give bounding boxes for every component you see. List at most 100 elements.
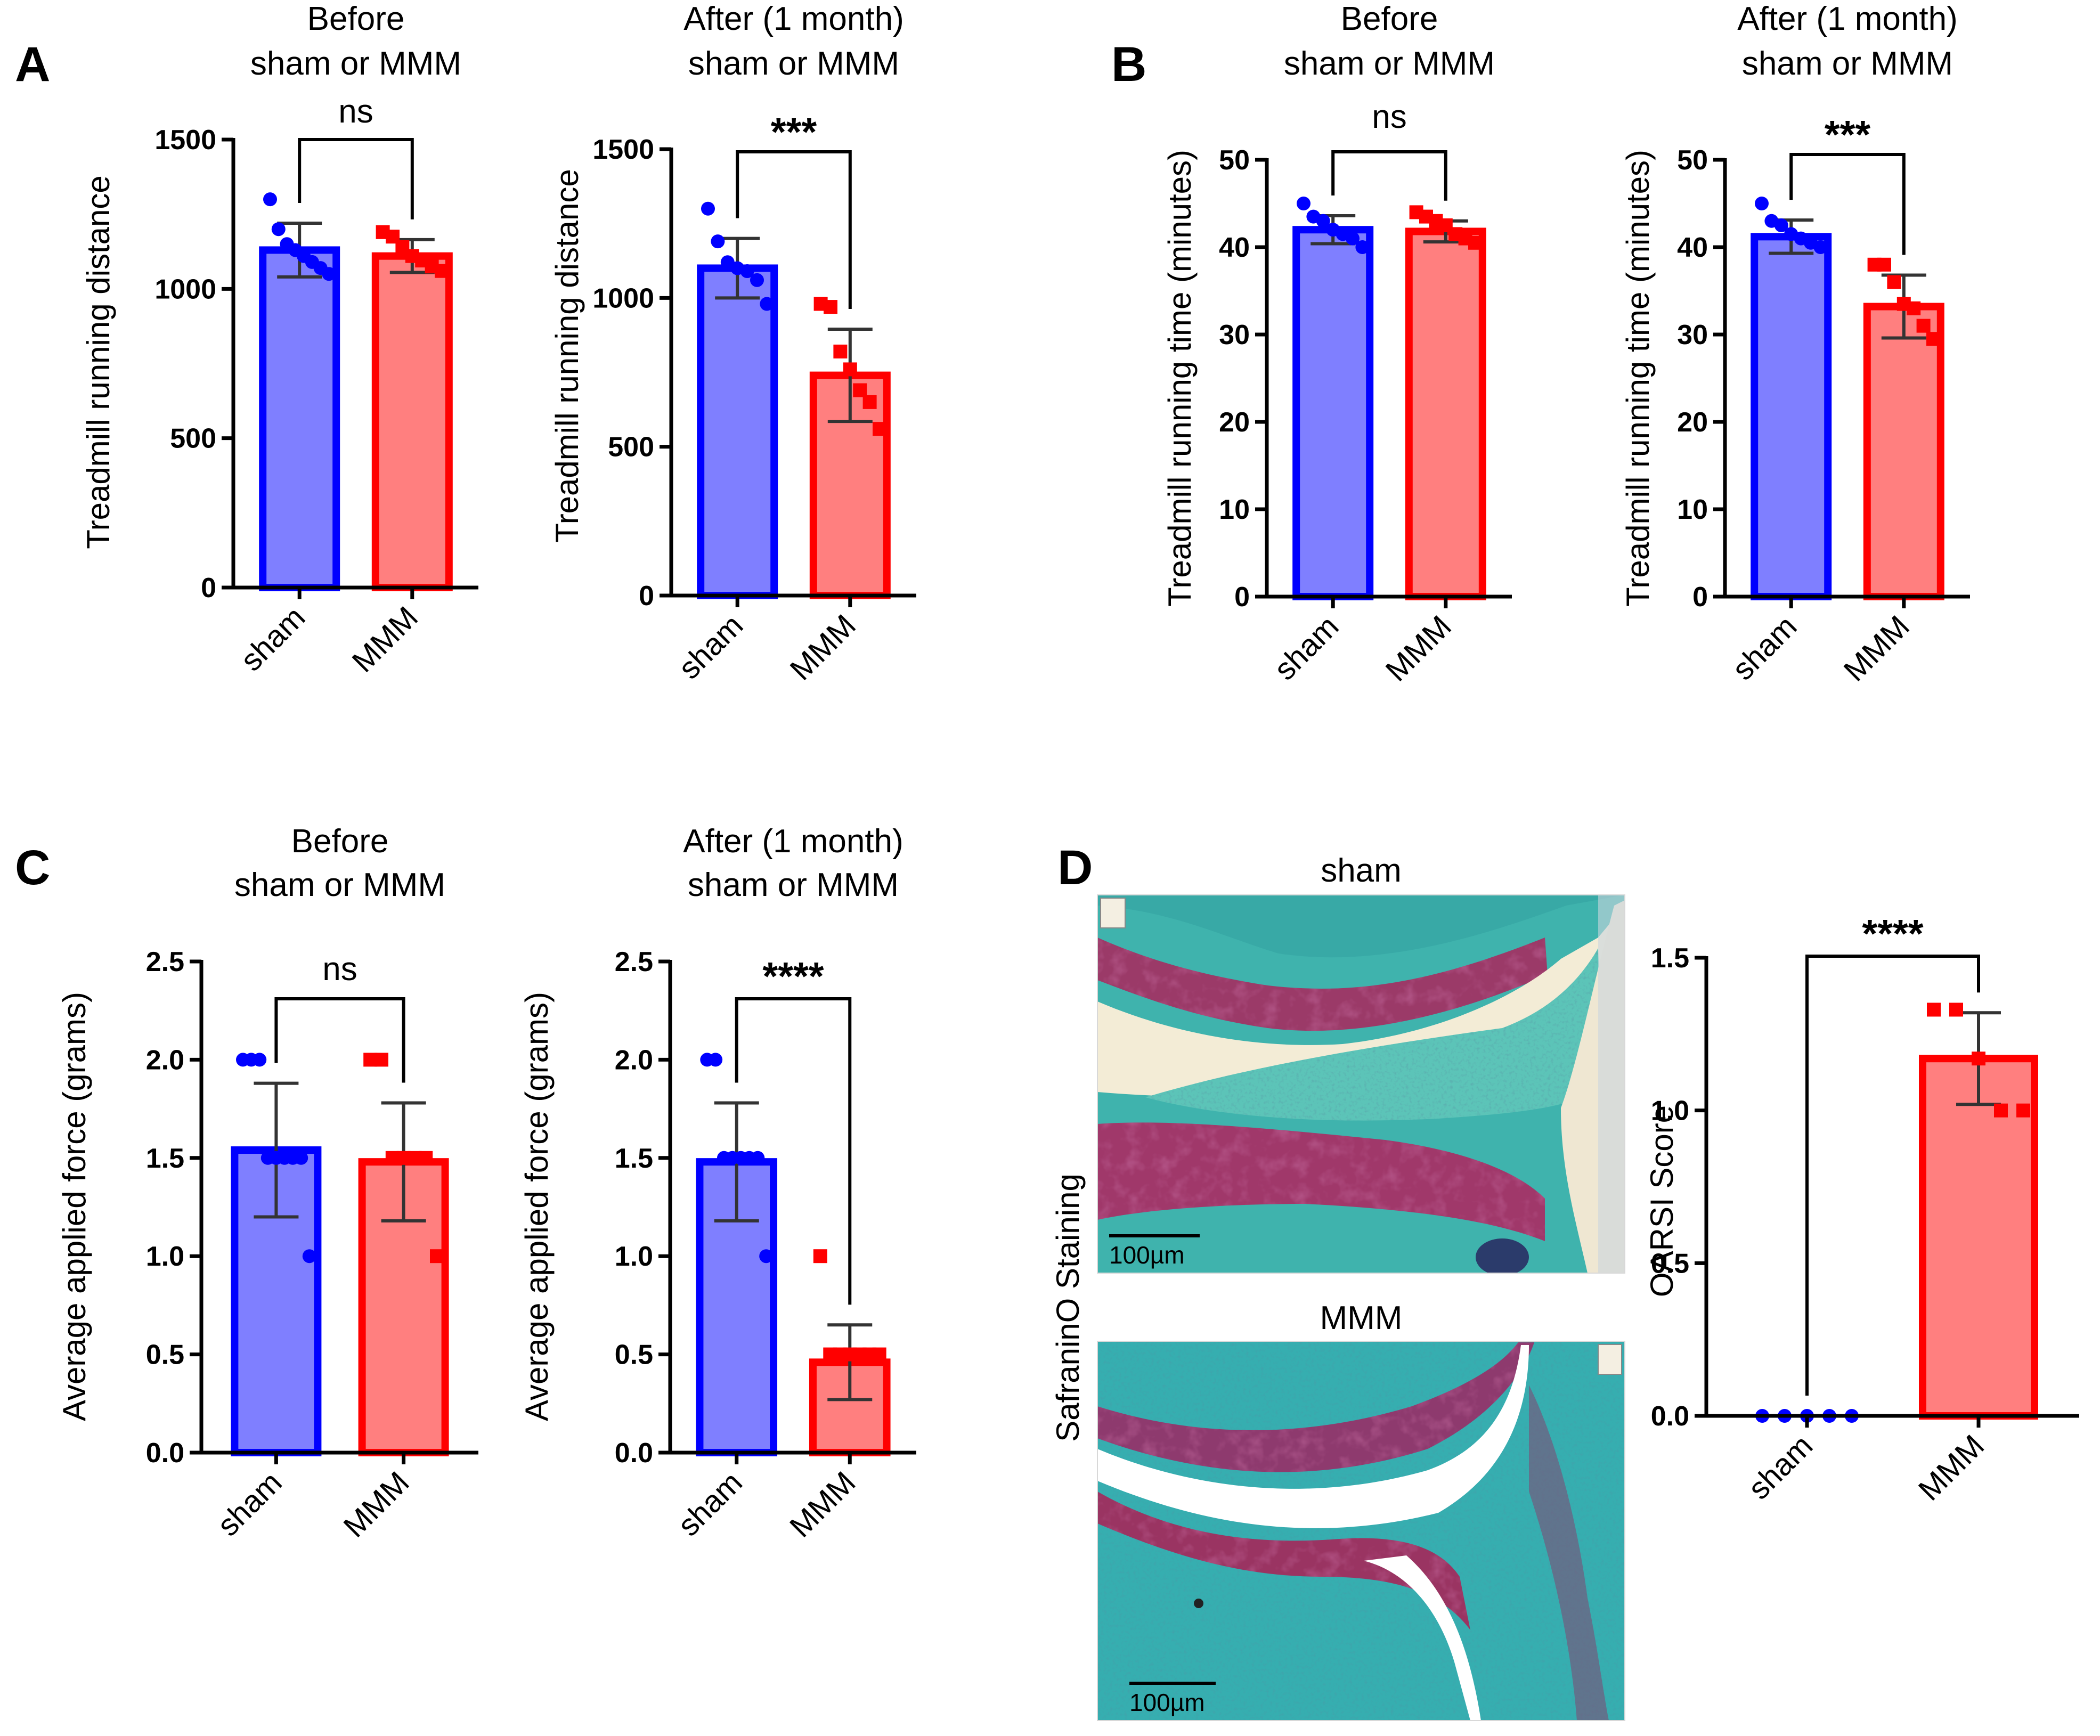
data-point-sham bbox=[1355, 240, 1370, 254]
data-point-sham bbox=[1774, 218, 1788, 232]
y-tick-label: 20 bbox=[1677, 407, 1708, 438]
data-point-sham bbox=[1346, 231, 1360, 246]
significance-bracket bbox=[1331, 150, 1447, 201]
x-category-label: sham bbox=[672, 608, 750, 686]
data-point-sham bbox=[750, 273, 764, 287]
panel-letter-a: A bbox=[15, 37, 50, 92]
bar-sham bbox=[259, 246, 340, 591]
y-axis-label: Average applied force (grams) bbox=[56, 992, 92, 1421]
x-category-label: sham bbox=[1267, 609, 1345, 687]
panel-letter-d: D bbox=[1057, 841, 1093, 895]
x-category-label: sham bbox=[234, 600, 312, 678]
y-tick-label: 30 bbox=[1677, 320, 1708, 351]
significance-label: ns bbox=[1372, 99, 1406, 135]
data-point-mmm bbox=[1916, 319, 1931, 333]
data-point-sham bbox=[1316, 214, 1330, 228]
data-point-sham bbox=[751, 1151, 765, 1165]
y-tick-label: 1.5 bbox=[146, 1143, 184, 1174]
y-tick-label: 0 bbox=[201, 573, 216, 604]
data-point-mmm bbox=[872, 1347, 886, 1362]
chart-title-line-1: After (1 month) bbox=[1737, 1, 1957, 37]
data-point-mmm bbox=[1926, 332, 1940, 346]
x-category-label: sham bbox=[1741, 1428, 1819, 1506]
chart-title-line-2: sham or MMM bbox=[688, 45, 899, 82]
chart-C2: After (1 month) sham or MMM Average applie… bbox=[519, 823, 916, 1544]
y-tick-label: 500 bbox=[608, 432, 654, 463]
data-point-mmm bbox=[435, 264, 449, 278]
panel-letter-b: B bbox=[1111, 37, 1146, 92]
data-point-mmm bbox=[430, 1249, 444, 1264]
data-point-sham bbox=[294, 1151, 308, 1165]
data-point-mmm bbox=[1972, 1052, 1985, 1066]
bar-mmm bbox=[1863, 303, 1944, 600]
chart-A2: After (1 month) sham or MMM Treadmill runn… bbox=[549, 1, 916, 687]
scale-label-sham: 100µm bbox=[1109, 1241, 1185, 1269]
chart-A1: Before sham or MMM Treadmill running dista… bbox=[80, 1, 478, 679]
chart-title-line-1: After (1 month) bbox=[683, 1, 904, 37]
data-point-mmm bbox=[1949, 1003, 1963, 1017]
data-point-sham bbox=[701, 201, 715, 216]
data-point-mmm bbox=[1887, 275, 1901, 289]
significance-bracket bbox=[1789, 153, 1906, 255]
y-axis-label: OARSI Score bbox=[1644, 1105, 1680, 1297]
x-category-label: MMM bbox=[1912, 1428, 1991, 1507]
y-tick-label: 0.0 bbox=[1651, 1401, 1689, 1432]
data-point-mmm bbox=[419, 1151, 433, 1165]
y-axis-label: Average applied force (grams) bbox=[519, 992, 555, 1421]
bar-sham bbox=[1751, 233, 1832, 600]
data-point-mmm bbox=[375, 1053, 388, 1067]
significance-bracket bbox=[274, 997, 405, 1083]
safranin-o-label: SafraninO Staining bbox=[1050, 1173, 1086, 1442]
y-tick-label: 0 bbox=[1692, 582, 1708, 613]
y-tick-label: 0.5 bbox=[615, 1340, 653, 1371]
data-point-sham bbox=[759, 1249, 774, 1264]
chart-title-line-2: sham or MMM bbox=[1284, 45, 1495, 82]
data-point-sham bbox=[740, 264, 754, 279]
x-category-label: MMM bbox=[337, 1465, 416, 1544]
significance-bracket bbox=[298, 138, 414, 219]
data-point-sham bbox=[263, 192, 277, 207]
data-point-mmm bbox=[862, 395, 877, 409]
chart-title-line-2: sham or MMM bbox=[234, 867, 445, 903]
y-tick-label: 2.0 bbox=[615, 1045, 653, 1075]
y-tick-label: 1.5 bbox=[1651, 943, 1689, 974]
y-tick-label: 0 bbox=[1234, 582, 1250, 613]
data-point-mmm bbox=[853, 383, 867, 397]
image-title-sham: sham bbox=[1321, 852, 1402, 889]
data-point-mmm bbox=[824, 300, 837, 314]
data-point-sham bbox=[271, 222, 286, 237]
y-tick-label: 10 bbox=[1677, 494, 1708, 525]
bar-mmm bbox=[1405, 227, 1486, 601]
y-tick-label: 0.5 bbox=[146, 1340, 184, 1371]
data-point-sham bbox=[1755, 197, 1769, 210]
data-point-mmm bbox=[1468, 235, 1482, 250]
data-point-mmm bbox=[1994, 1103, 2008, 1118]
y-tick-label: 40 bbox=[1677, 232, 1708, 263]
y-axis-label: Treadmill running distance bbox=[80, 175, 116, 549]
y-tick-label: 50 bbox=[1677, 145, 1708, 176]
panel-letter-c: C bbox=[15, 841, 50, 895]
chart-D1: OARSI Score 0.0 0.5 1.0 1.5 sham MMM **** bbox=[1644, 911, 2079, 1507]
data-point-sham bbox=[760, 297, 774, 311]
x-category-label: sham bbox=[210, 1465, 288, 1543]
data-point-sham bbox=[711, 234, 725, 249]
significance-bracket bbox=[736, 150, 852, 309]
significance-label: *** bbox=[1825, 112, 1871, 157]
histology-image-sham bbox=[1097, 895, 1625, 1273]
chart-C1: Before sham or MMM Average applied force (… bbox=[56, 823, 478, 1544]
image-title-mmm: MMM bbox=[1320, 1300, 1403, 1336]
y-tick-label: 0.5 bbox=[1651, 1248, 1689, 1279]
chart-title-line-1: Before bbox=[1341, 1, 1438, 37]
y-tick-label: 1.0 bbox=[1651, 1096, 1689, 1127]
x-category-label: MMM bbox=[1379, 609, 1458, 688]
data-point-mmm bbox=[873, 422, 886, 436]
y-tick-label: 1500 bbox=[154, 125, 216, 156]
significance-label: *** bbox=[771, 110, 817, 154]
y-tick-label: 20 bbox=[1219, 407, 1250, 438]
chart-title-line-1: Before bbox=[307, 1, 405, 37]
y-axis-label: Treadmill running distance bbox=[549, 169, 585, 542]
x-category-label: MMM bbox=[1837, 609, 1916, 688]
y-tick-label: 0.0 bbox=[146, 1438, 184, 1469]
bar-sham bbox=[1292, 226, 1374, 600]
x-category-label: MMM bbox=[783, 1465, 862, 1544]
